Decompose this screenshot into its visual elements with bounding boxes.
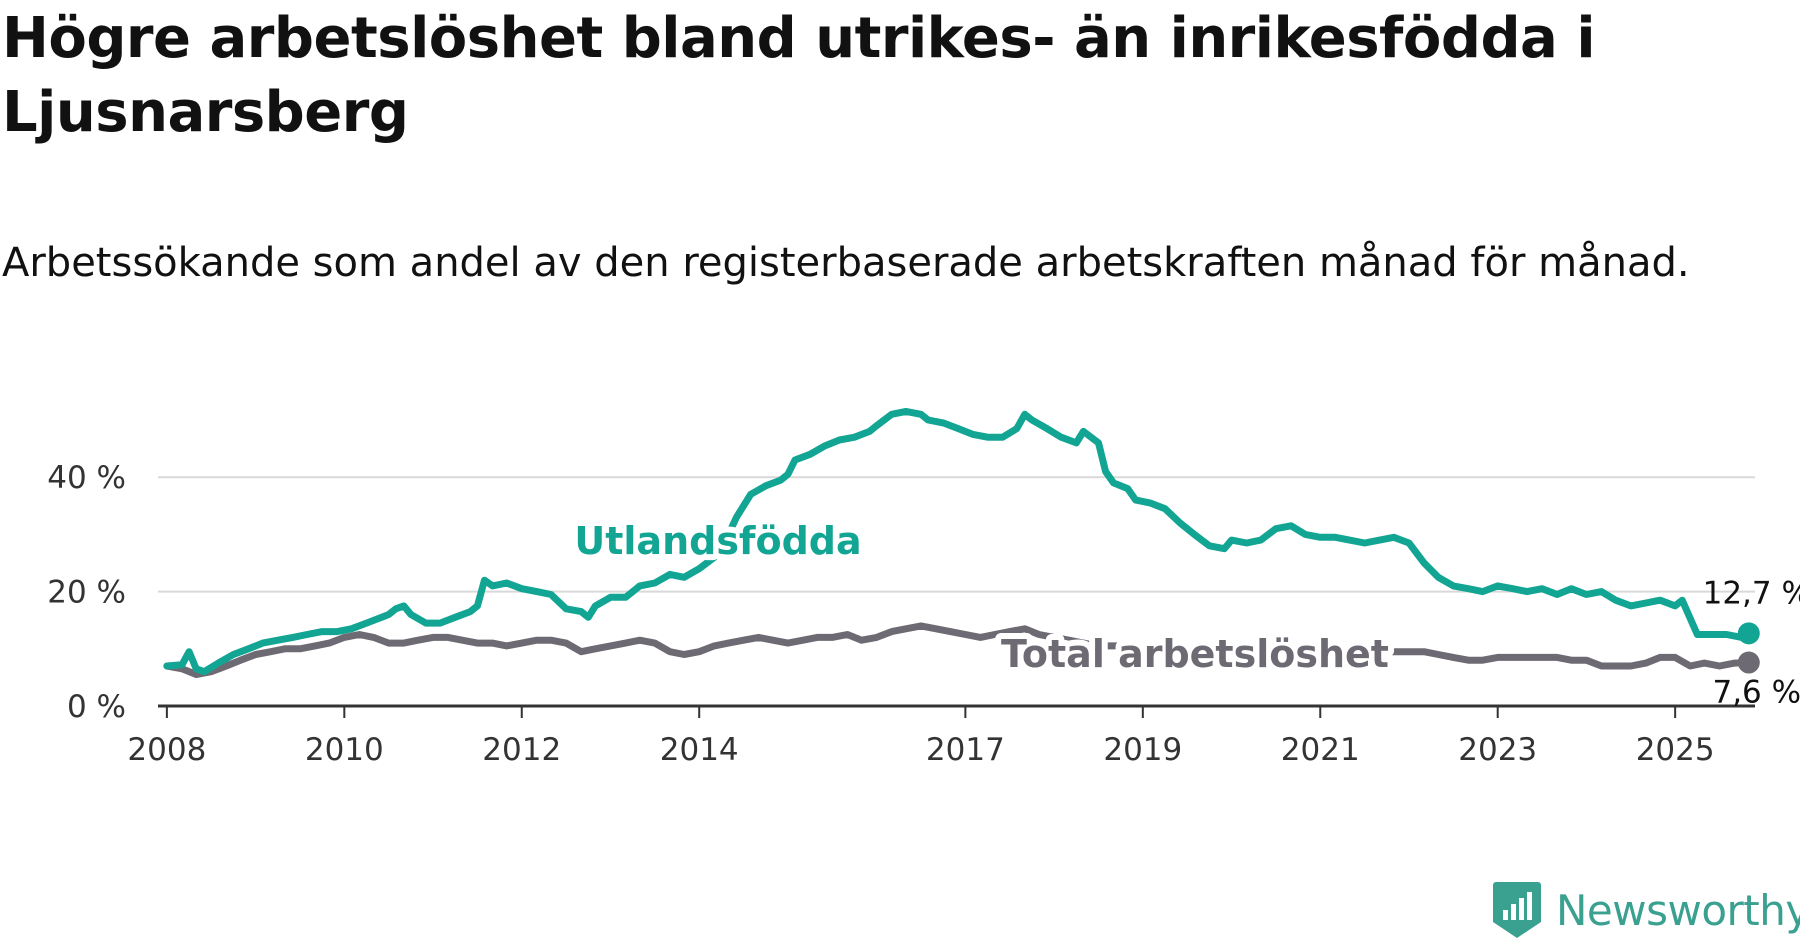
chart-title: Högre arbetslöshet bland utrikes- än inr… (2, 6, 1596, 145)
x-tick-label: 2023 (1458, 732, 1537, 768)
series-lines (163, 407, 1760, 678)
x-tick-label: 2008 (127, 732, 206, 768)
x-tick-label: 2017 (926, 732, 1005, 768)
x-tick-label: 2012 (482, 732, 561, 768)
x-tick-label: 2021 (1281, 732, 1360, 768)
series-label-total: Total arbetslöshet (1001, 632, 1389, 676)
end-value-label-total: 7,6 % (1712, 675, 1800, 711)
y-tick-label: 20 % (47, 575, 126, 611)
gridlines (158, 476, 1755, 593)
end-point-total (1737, 651, 1760, 674)
brand-name: Newsworthy (1556, 885, 1800, 935)
x-tick-label: 2025 (1636, 732, 1715, 768)
x-tick-label: 2019 (1103, 732, 1182, 768)
newsworthy-logo-icon (1493, 882, 1541, 938)
end-value-label-utlandsfodda: 12,7 % (1703, 575, 1800, 611)
end-point-utlandsfodda (1737, 622, 1760, 645)
y-tick-label: 0 % (67, 689, 126, 725)
series-line-total (163, 622, 1753, 678)
y-tick-label: 40 % (47, 460, 126, 496)
series-labels: 7,6 % 12,7 % Utlandsfödda Total arbetslöshe… (568, 513, 1800, 711)
series-label-utlandsfodda: Utlandsfödda (574, 519, 861, 563)
x-tick-label: 2010 (305, 732, 384, 768)
x-tick-label: 2014 (660, 732, 739, 768)
axes: 0 % 20 % 40 % 2008 2010 2012 2014 2017 2019 2021 2… (47, 460, 1755, 768)
chart-subtitle: Arbetssökande som andel av den registerb… (2, 240, 1690, 286)
series-line-utlandsfodda (163, 407, 1753, 676)
brand-logo: Newsworthy (1492, 880, 1800, 940)
